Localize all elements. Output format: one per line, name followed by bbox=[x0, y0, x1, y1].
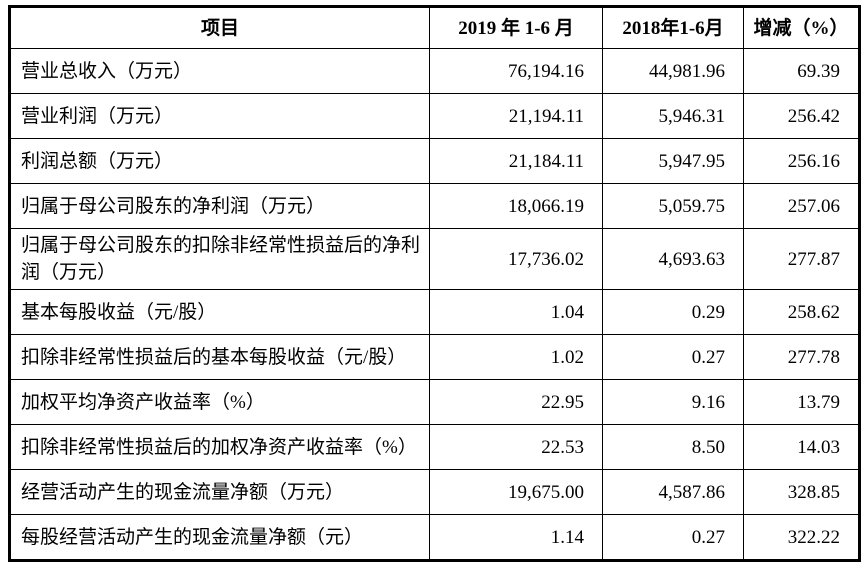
item-cell: 每股经营活动产生的现金流量净额（元） bbox=[9, 514, 430, 561]
item-cell: 利润总额（万元） bbox=[9, 138, 430, 184]
column-header-y2019: 2019 年 1-6 月 bbox=[429, 6, 603, 49]
item-cell: 归属于母公司股东的扣除非经常性损益后的净利润（万元） bbox=[9, 228, 430, 290]
y2019-value-cell: 22.95 bbox=[429, 379, 603, 425]
table-row: 归属于母公司股东的扣除非经常性损益后的净利润（万元） 17,736.02 4,693… bbox=[9, 228, 860, 290]
item-cell: 基本每股收益（元/股） bbox=[9, 289, 430, 335]
y2019-value-cell: 1.04 bbox=[429, 289, 603, 335]
y2018-value-cell: 8.50 bbox=[602, 424, 744, 470]
y2018-value-cell: 5,059.75 bbox=[602, 183, 744, 229]
y2018-value-cell: 4,587.86 bbox=[602, 469, 744, 515]
y2019-value-cell: 18,066.19 bbox=[429, 183, 603, 229]
change-value-cell: 277.87 bbox=[743, 228, 860, 290]
table-row: 每股经营活动产生的现金流量净额（元） 1.14 0.27 322.22 bbox=[9, 514, 860, 561]
y2019-value-cell: 22.53 bbox=[429, 424, 603, 470]
y2018-value-cell: 0.29 bbox=[602, 289, 744, 335]
item-cell: 经营活动产生的现金流量净额（万元） bbox=[9, 469, 430, 515]
table-row: 营业利润（万元） 21,194.11 5,946.31 256.42 bbox=[9, 93, 860, 139]
item-cell: 营业总收入（万元） bbox=[9, 48, 430, 94]
y2018-value-cell: 5,946.31 bbox=[602, 93, 744, 139]
item-cell: 扣除非经常性损益后的加权净资产收益率（%） bbox=[9, 424, 430, 470]
y2018-value-cell: 4,693.63 bbox=[602, 228, 744, 290]
y2018-value-cell: 5,947.95 bbox=[602, 138, 744, 184]
y2019-value-cell: 21,184.11 bbox=[429, 138, 603, 184]
table-row: 营业总收入（万元） 76,194.16 44,981.96 69.39 bbox=[9, 48, 860, 94]
change-value-cell: 13.79 bbox=[743, 379, 860, 425]
item-cell: 归属于母公司股东的净利润（万元） bbox=[9, 183, 430, 229]
table-row: 基本每股收益（元/股） 1.04 0.29 258.62 bbox=[9, 289, 860, 335]
change-value-cell: 69.39 bbox=[743, 48, 860, 94]
table-row: 扣除非经常性损益后的加权净资产收益率（%） 22.53 8.50 14.03 bbox=[9, 424, 860, 470]
y2019-value-cell: 17,736.02 bbox=[429, 228, 603, 290]
item-cell: 扣除非经常性损益后的基本每股收益（元/股） bbox=[9, 334, 430, 380]
financial-summary-table-container: 项目 2019 年 1-6 月 2018年1-6月 增减（%） 营业总收入（万元） 76… bbox=[8, 5, 861, 562]
table-row: 归属于母公司股东的净利润（万元） 18,066.19 5,059.75 257.06 bbox=[9, 183, 860, 229]
y2018-value-cell: 9.16 bbox=[602, 379, 744, 425]
change-value-cell: 256.42 bbox=[743, 93, 860, 139]
y2018-value-cell: 0.27 bbox=[602, 334, 744, 380]
change-value-cell: 277.78 bbox=[743, 334, 860, 380]
y2019-value-cell: 1.02 bbox=[429, 334, 603, 380]
change-value-cell: 258.62 bbox=[743, 289, 860, 335]
change-value-cell: 256.16 bbox=[743, 138, 860, 184]
financial-summary-table: 项目 2019 年 1-6 月 2018年1-6月 增减（%） 营业总收入（万元） 76… bbox=[8, 5, 861, 562]
table-row: 扣除非经常性损益后的基本每股收益（元/股） 1.02 0.27 277.78 bbox=[9, 334, 860, 380]
change-value-cell: 322.22 bbox=[743, 514, 860, 561]
column-header-change: 增减（%） bbox=[743, 6, 860, 49]
table-body: 营业总收入（万元） 76,194.16 44,981.96 69.39 营业利润（万元）… bbox=[9, 48, 860, 561]
column-header-y2018: 2018年1-6月 bbox=[602, 6, 744, 49]
y2018-value-cell: 44,981.96 bbox=[602, 48, 744, 94]
y2019-value-cell: 1.14 bbox=[429, 514, 603, 561]
header-row: 项目 2019 年 1-6 月 2018年1-6月 增减（%） bbox=[9, 6, 860, 49]
change-value-cell: 328.85 bbox=[743, 469, 860, 515]
table-row: 利润总额（万元） 21,184.11 5,947.95 256.16 bbox=[9, 138, 860, 184]
y2019-value-cell: 21,194.11 bbox=[429, 93, 603, 139]
table-row: 经营活动产生的现金流量净额（万元） 19,675.00 4,587.86 328.85 bbox=[9, 469, 860, 515]
y2018-value-cell: 0.27 bbox=[602, 514, 744, 561]
y2019-value-cell: 19,675.00 bbox=[429, 469, 603, 515]
table-row: 加权平均净资产收益率（%） 22.95 9.16 13.79 bbox=[9, 379, 860, 425]
y2019-value-cell: 76,194.16 bbox=[429, 48, 603, 94]
table-header: 项目 2019 年 1-6 月 2018年1-6月 增减（%） bbox=[9, 6, 860, 49]
change-value-cell: 14.03 bbox=[743, 424, 860, 470]
change-value-cell: 257.06 bbox=[743, 183, 860, 229]
column-header-item: 项目 bbox=[9, 6, 430, 49]
item-cell: 加权平均净资产收益率（%） bbox=[9, 379, 430, 425]
item-cell: 营业利润（万元） bbox=[9, 93, 430, 139]
